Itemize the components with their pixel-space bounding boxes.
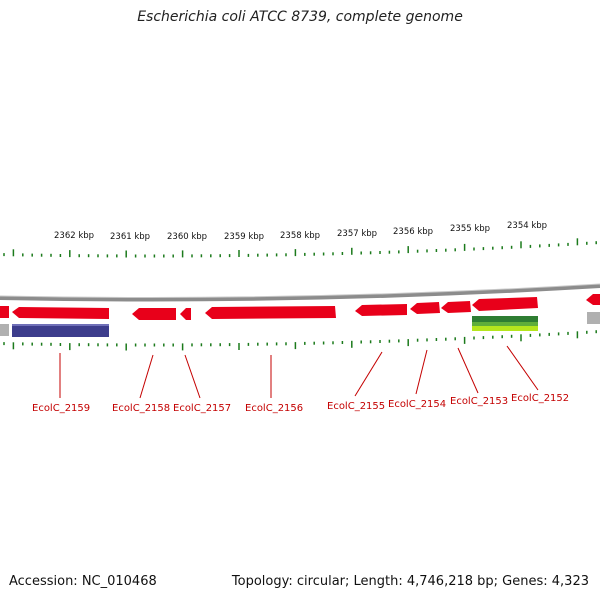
scale-label: 2354 kbp [507, 221, 547, 231]
genome-backbone [0, 284, 600, 302]
gene-label: EcolC_2158 [112, 403, 170, 414]
gene-label: EcolC_2154 [388, 399, 446, 410]
scale-label: 2357 kbp [337, 229, 377, 239]
gene-arrow-EcolC_2157[interactable] [180, 308, 191, 320]
gene-label: EcolC_2152 [511, 393, 569, 404]
scale-label: 2358 kbp [280, 231, 320, 241]
gene-labels: EcolC_2159 EcolC_2158 EcolC_2157 EcolC_2… [32, 393, 569, 414]
gray-feature-left [0, 324, 9, 336]
genome-summary-text: Topology: circular; Length: 4,746,218 bp… [231, 574, 589, 589]
gene-label: EcolC_2157 [173, 403, 231, 414]
gene-arrow-EcolC_2158[interactable] [132, 308, 176, 320]
gene-arrow-EcolC_2159[interactable] [12, 307, 109, 319]
gene-arrow-partial-right[interactable] [586, 294, 600, 305]
gray-feature-right [587, 312, 600, 324]
genome-backbone-highlight [0, 283, 600, 298]
feature-track [0, 312, 600, 337]
scale-ticks-outer [3, 238, 597, 258]
map-title: Escherichia coli ATCC 8739, complete gen… [137, 9, 463, 25]
scale-label: 2360 kbp [167, 232, 207, 242]
gene-arrow-EcolC_2155[interactable] [355, 304, 407, 316]
gene-track [0, 294, 600, 320]
gene-arrow-EcolC_2156[interactable] [205, 306, 336, 319]
gene-label: EcolC_2155 [327, 401, 385, 412]
scale-ticks-inner [3, 330, 597, 351]
gene-arrow-partial[interactable] [0, 306, 9, 318]
gene-arrow-EcolC_2153[interactable] [441, 301, 471, 313]
green-feature[interactable] [472, 316, 538, 322]
scale-label: 2359 kbp [224, 232, 264, 242]
accession-text: Accession: NC_010468 [9, 574, 157, 589]
scale-label: 2356 kbp [393, 227, 433, 237]
scale-label: 2361 kbp [110, 232, 150, 242]
cds-band[interactable] [12, 324, 109, 337]
scale-label: 2362 kbp [54, 231, 94, 241]
scale-labels: 2362 kbp 2361 kbp 2360 kbp 2359 kbp 2358… [54, 221, 547, 242]
gene-label: EcolC_2153 [450, 396, 508, 407]
scale-label: 2355 kbp [450, 224, 490, 234]
cds-band-highlight [12, 324, 109, 326]
label-leaders [59, 345, 539, 399]
gene-label: EcolC_2156 [245, 403, 303, 414]
gene-label: EcolC_2159 [32, 403, 90, 414]
lime-feature[interactable] [472, 326, 538, 331]
gene-arrow-EcolC_2152[interactable] [472, 297, 538, 311]
gene-arrow-EcolC_2154[interactable] [410, 302, 440, 314]
green-feature-mid [472, 322, 538, 326]
